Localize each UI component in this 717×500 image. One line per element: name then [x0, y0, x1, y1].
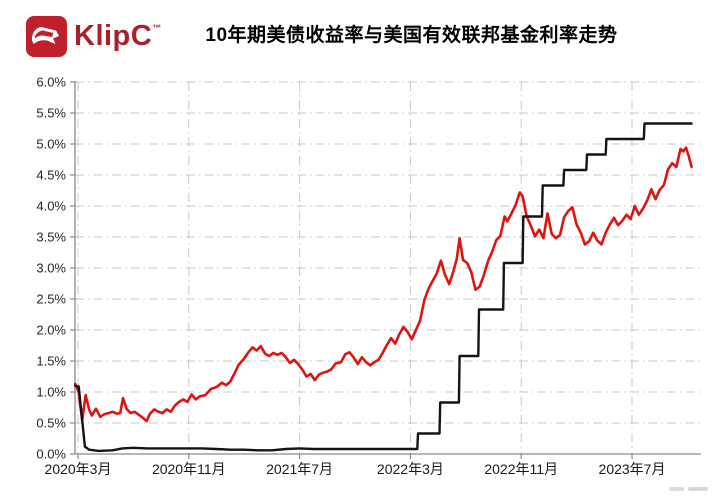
x-axis-label: 2022年3月 — [377, 461, 444, 477]
klipc-logo: KlipC™ — [26, 16, 161, 57]
y-axis-label: 3.0% — [36, 261, 66, 276]
y-axis-label: 4.0% — [36, 199, 66, 214]
y-axis-label: 5.5% — [36, 106, 66, 121]
watermark — [669, 487, 708, 491]
header: KlipC™ 10年期美债收益率与美国有效联邦基金利率走势 — [0, 0, 717, 72]
watermark-smudge — [669, 487, 684, 491]
y-axis-label: 3.5% — [36, 230, 66, 245]
series-line-effective-fed-funds-rate — [73, 122, 693, 453]
y-axis-label: 2.5% — [36, 292, 66, 307]
series-line-us10y-yield — [73, 146, 693, 423]
y-axis-label: 1.0% — [36, 385, 66, 400]
x-axis-label: 2021年7月 — [266, 461, 333, 477]
y-axis-label: 0.5% — [36, 416, 66, 431]
watermark-smudge — [688, 487, 708, 491]
logo-ribbon-fold — [35, 30, 54, 39]
klipc-logo-icon — [26, 16, 67, 57]
y-axis-label: 4.5% — [36, 168, 66, 183]
brand-wordmark: KlipC — [74, 20, 153, 52]
y-axis-label: 0.0% — [36, 447, 66, 462]
y-axis-label: 2.0% — [36, 323, 66, 338]
y-axis-label: 1.5% — [36, 354, 66, 369]
y-axis-label: 6.0% — [36, 75, 66, 90]
x-axis-label: 2020年3月 — [45, 461, 112, 477]
x-axis-label: 2020年11月 — [152, 461, 226, 477]
page-title: 10年期美债收益率与美国有效联邦基金利率走势 — [205, 25, 618, 46]
trademark-symbol: ™ — [152, 23, 162, 33]
brand-name: KlipC™ — [74, 22, 161, 51]
y-axis-label: 5.0% — [36, 137, 66, 152]
x-axis-label: 2023年7月 — [599, 461, 666, 477]
x-axis-label: 2022年11月 — [484, 461, 558, 477]
